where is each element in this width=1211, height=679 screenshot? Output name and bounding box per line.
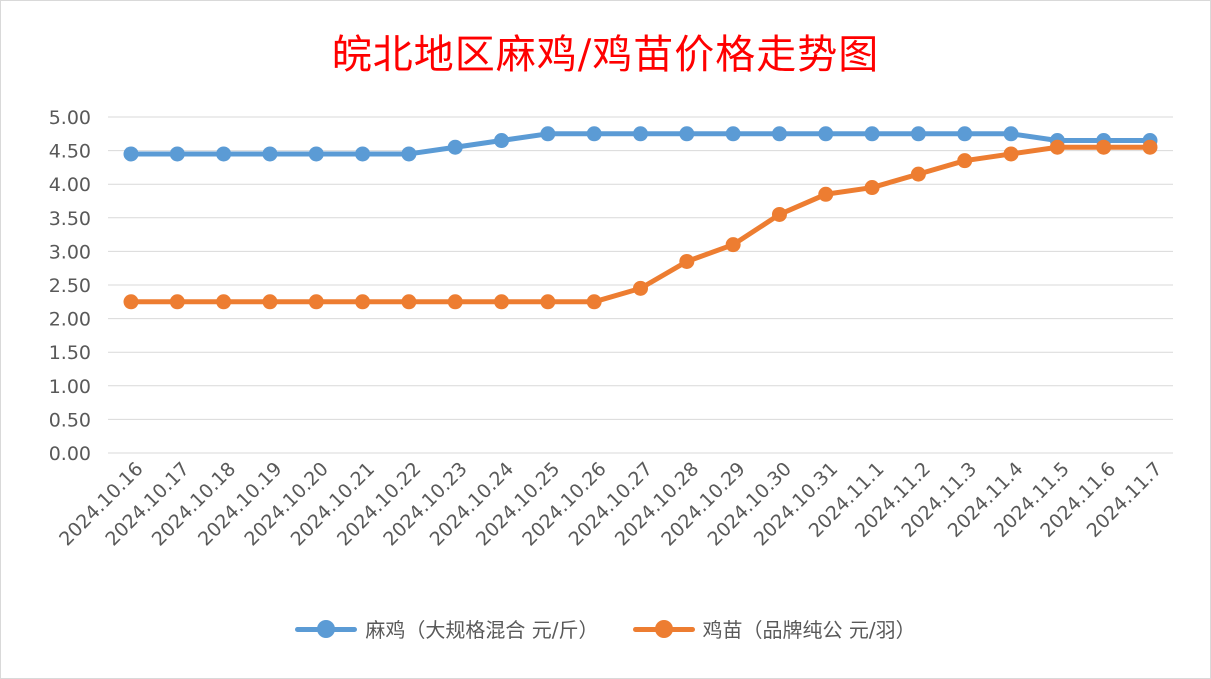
y-tick-label-7: 3.50 bbox=[49, 208, 91, 230]
series-1-point-9 bbox=[540, 126, 556, 142]
series-2-point-8 bbox=[494, 294, 510, 310]
series-1-point-16 bbox=[864, 126, 880, 142]
series-1-point-3 bbox=[262, 146, 278, 162]
legend-label-series-2: 鸡苗（品牌纯公 元/羽） bbox=[702, 618, 916, 642]
series-1-point-6 bbox=[401, 146, 417, 162]
series-1-point-12 bbox=[679, 126, 695, 142]
series-2-point-20 bbox=[1049, 139, 1065, 155]
series-1-point-15 bbox=[818, 126, 834, 142]
series-2-point-9 bbox=[540, 294, 556, 310]
y-tick-label-0: 0.00 bbox=[49, 443, 91, 465]
series-1-point-10 bbox=[586, 126, 602, 142]
series-1-point-7 bbox=[447, 139, 463, 155]
series-2-point-21 bbox=[1096, 139, 1112, 155]
y-tick-label-4: 2.00 bbox=[49, 309, 91, 331]
series-2-point-12 bbox=[679, 253, 695, 269]
series-2-point-0 bbox=[123, 294, 139, 310]
series-1-point-18 bbox=[957, 126, 973, 142]
series-1-point-2 bbox=[216, 146, 232, 162]
series-2-point-14 bbox=[771, 206, 787, 222]
series-2-point-11 bbox=[633, 280, 648, 296]
series-1-point-17 bbox=[910, 126, 926, 142]
y-tick-label-3: 1.50 bbox=[49, 342, 91, 364]
series-2-point-16 bbox=[864, 180, 880, 196]
series-1-point-8 bbox=[494, 133, 510, 149]
y-tick-label-10: 5.00 bbox=[49, 107, 91, 129]
legend-marker-series-1 bbox=[295, 618, 358, 640]
series-2-point-10 bbox=[586, 294, 602, 310]
legend-label-series-1: 麻鸡（大规格混合 元/斤） bbox=[365, 618, 599, 642]
series-2-point-6 bbox=[401, 294, 417, 310]
series-1-point-13 bbox=[725, 126, 741, 142]
legend: 麻鸡（大规格混合 元/斤） 鸡苗（品牌纯公 元/羽） bbox=[0, 614, 1211, 643]
series-1-point-0 bbox=[123, 146, 139, 162]
series-2-point-1 bbox=[169, 294, 185, 310]
series-1-point-5 bbox=[355, 146, 371, 162]
series-2-point-5 bbox=[355, 294, 371, 310]
series-2-point-3 bbox=[262, 294, 278, 310]
series-2-point-22 bbox=[1142, 139, 1158, 155]
series-line-2 bbox=[128, 144, 1153, 305]
series-2-point-17 bbox=[910, 166, 926, 182]
legend-marker-series-2 bbox=[632, 618, 695, 640]
legend-item-series-2: 鸡苗（品牌纯公 元/羽） bbox=[632, 614, 916, 643]
y-tick-label-6: 3.00 bbox=[49, 241, 91, 263]
series-2-point-2 bbox=[216, 294, 232, 310]
y-tick-label-8: 4.00 bbox=[49, 174, 91, 196]
series-2-point-18 bbox=[957, 153, 973, 169]
y-tick-label-1: 0.50 bbox=[49, 409, 91, 431]
y-tick-label-2: 1.00 bbox=[49, 376, 91, 398]
y-tick-label-5: 2.50 bbox=[49, 275, 91, 297]
series-1-point-19 bbox=[1003, 126, 1019, 142]
series-1-point-11 bbox=[633, 126, 648, 142]
series-1-point-1 bbox=[169, 146, 185, 162]
chart-title: 皖北地区麻鸡/鸡苗价格走势图 bbox=[331, 32, 880, 78]
legend-item-series-1: 麻鸡（大规格混合 元/斤） bbox=[295, 614, 599, 643]
series-2-point-15 bbox=[818, 186, 834, 202]
series-2-point-7 bbox=[447, 294, 463, 310]
series-2-point-4 bbox=[308, 294, 324, 310]
y-tick-label-9: 4.50 bbox=[49, 141, 91, 163]
series-2-point-13 bbox=[725, 237, 741, 253]
series-2-point-19 bbox=[1003, 146, 1019, 162]
series-1-point-14 bbox=[771, 126, 787, 142]
series-1-point-4 bbox=[308, 146, 324, 162]
